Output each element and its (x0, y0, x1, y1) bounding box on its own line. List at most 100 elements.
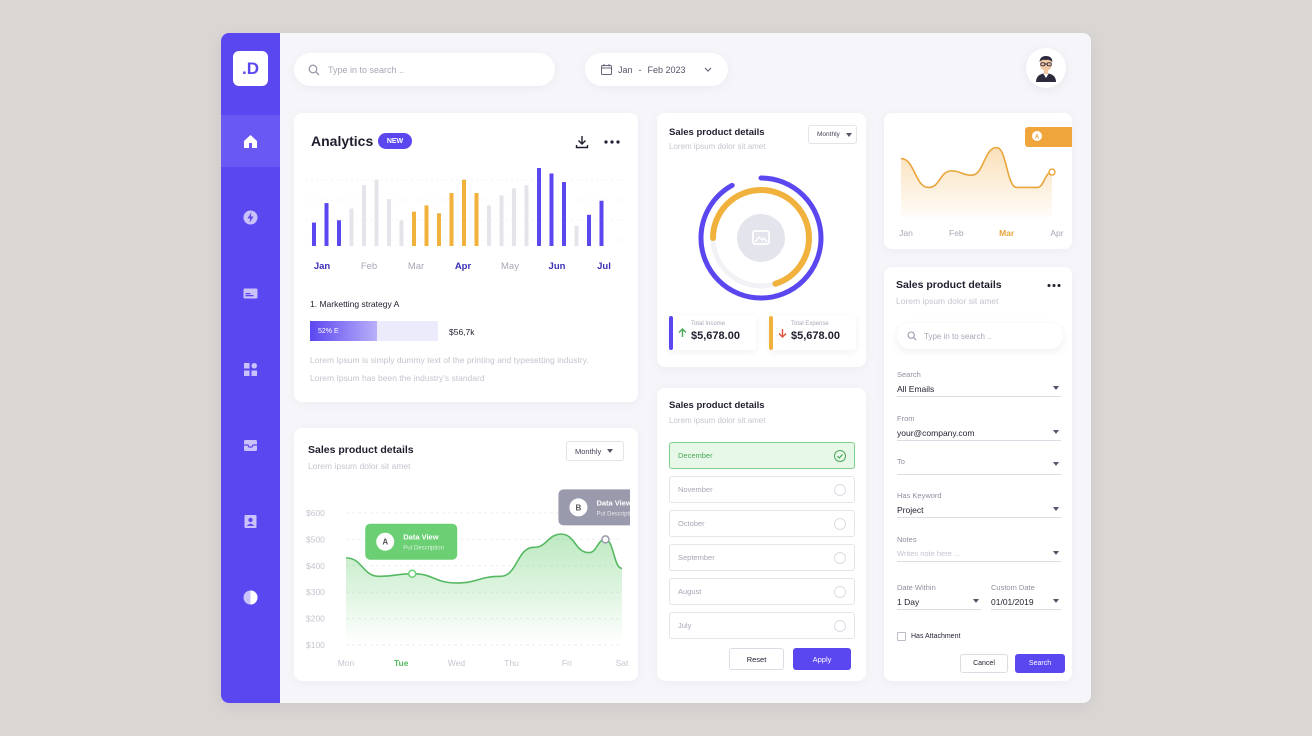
bar (362, 185, 366, 246)
radio-circle-icon (834, 484, 846, 496)
sidebar-item-home[interactable] (221, 115, 280, 167)
bolt-icon (243, 210, 258, 224)
bar (587, 214, 591, 246)
app-logo[interactable]: .D (233, 51, 268, 86)
search-select[interactable]: All Emails (897, 381, 1061, 397)
arrow-up-icon (678, 328, 687, 337)
has-attachment-checkbox[interactable] (897, 632, 906, 641)
bar (312, 222, 316, 246)
month-option-november[interactable]: November (669, 476, 855, 503)
y-tick-label: $600 (306, 508, 325, 518)
bar (412, 211, 416, 246)
radio-circle-icon (834, 518, 846, 530)
from-field[interactable]: your@company.com (897, 425, 1061, 441)
analytics-description: Lorem Ipsum is simply dummy text of the … (310, 355, 589, 383)
month-option-label: August (678, 587, 702, 596)
date-within-value: 1 Day (897, 596, 920, 607)
filter-search-input[interactable]: Type in to search .. (897, 323, 1063, 349)
caret-down-icon (1053, 430, 1059, 434)
y-tick-label: $200 (306, 614, 325, 624)
progress-fill: 52% E (310, 321, 377, 341)
tooltip-a-sub: Put Description (403, 546, 444, 552)
mini-marker[interactable] (1048, 168, 1056, 176)
apply-button[interactable]: Apply (793, 648, 851, 670)
sidebar-item-inbox[interactable] (221, 419, 280, 471)
donut-period-select[interactable]: Monthly (808, 125, 857, 144)
sales-line-card: Sales product details Lorem ipsum dolor … (294, 428, 638, 681)
notes-field-label: Notes (897, 535, 917, 544)
month-option-december[interactable]: December (669, 442, 855, 469)
donut-chart (698, 175, 824, 301)
radio-circle-icon (834, 552, 846, 564)
top-search-bar[interactable]: Type in to search .. (294, 53, 555, 86)
search-button[interactable]: Search (1015, 654, 1065, 673)
date-range-picker[interactable]: Jan - Feb 2023 (585, 53, 728, 86)
top-search-placeholder: Type in to search .. (328, 64, 405, 75)
tooltip-b-box (558, 489, 630, 526)
sidebar-item-bolt[interactable] (221, 191, 280, 243)
donut-card-title: Sales product details (669, 127, 765, 138)
more-options-icon[interactable] (1047, 283, 1061, 288)
donut-select-value: Monthly (817, 131, 840, 138)
search-icon (308, 64, 320, 75)
download-icon[interactable] (575, 135, 589, 149)
sidebar-item-grid[interactable] (221, 343, 280, 395)
caret-down-icon (1053, 551, 1059, 555)
filter-card-subtitle: Lorem ipsum dolor sit amet (896, 296, 999, 306)
search-select-value: All Emails (897, 383, 935, 394)
x-tick-label: May (501, 261, 519, 272)
x-tick-label: Fri (562, 658, 572, 668)
caret-down-icon (1053, 507, 1059, 511)
period-select[interactable]: Monthly (566, 441, 624, 461)
bar (599, 200, 604, 246)
total-expense-label: Total Expense (791, 321, 829, 327)
month-option-october[interactable]: October (669, 510, 855, 537)
date-separator: - (638, 64, 642, 75)
cancel-button[interactable]: Cancel (960, 654, 1008, 673)
x-tick-label: Jun (549, 261, 566, 272)
bar (449, 192, 454, 246)
x-tick-label: Thu (504, 658, 519, 668)
x-tick-label: Jan (314, 261, 331, 272)
donut-card: Sales product details Lorem ipsum dolor … (657, 113, 866, 367)
custom-date-label: Custom Date (991, 583, 1035, 592)
x-tick-label: Apr (455, 261, 472, 272)
mini-chart-card: A Jan Feb Mar Apr (884, 113, 1078, 249)
tooltip-b-letter-bg (569, 498, 588, 517)
month-option-august[interactable]: August (669, 578, 855, 605)
tooltip-a-marker[interactable] (407, 569, 417, 578)
bar (474, 192, 479, 246)
month-option-july[interactable]: July (669, 612, 855, 639)
line-card-subtitle: Lorem ipsum dolor sit amet (308, 461, 411, 471)
avatar-icon (1036, 56, 1056, 82)
bar (324, 203, 329, 246)
has-attachment-label: Has Attachment (911, 633, 961, 640)
grid-icon (244, 362, 257, 376)
month-option-september[interactable]: September (669, 544, 855, 571)
sidebar-item-card[interactable] (221, 267, 280, 319)
sidebar-item-contrast[interactable] (221, 571, 280, 623)
y-tick-label: $500 (306, 534, 325, 544)
x-tick-label: Mar (408, 261, 424, 272)
sidebar-item-contacts[interactable] (221, 495, 280, 547)
x-tick-label: Feb (361, 261, 377, 272)
keyword-select[interactable]: Project (897, 502, 1061, 518)
month-option-label: October (678, 519, 705, 528)
chevron-down-icon (704, 67, 711, 72)
line-card-title: Sales product details (308, 444, 414, 456)
notes-field[interactable]: Writes note here ... (897, 546, 1061, 562)
reset-button[interactable]: Reset (729, 648, 784, 670)
date-within-select[interactable]: 1 Day (897, 594, 981, 610)
bar (537, 168, 541, 246)
caret-down-icon (607, 449, 614, 453)
user-avatar[interactable] (1026, 48, 1066, 88)
bar (487, 205, 491, 246)
to-field[interactable] (897, 455, 1061, 475)
tooltip-b-marker[interactable] (601, 535, 610, 544)
y-tick-label: $100 (306, 640, 325, 650)
more-options-icon[interactable] (604, 139, 620, 145)
bar (424, 205, 429, 246)
contacts-icon (244, 514, 257, 528)
total-expense-box: Total Expense $5,678.00 (769, 316, 856, 350)
custom-date-select[interactable]: 01/01/2019 (991, 594, 1061, 610)
